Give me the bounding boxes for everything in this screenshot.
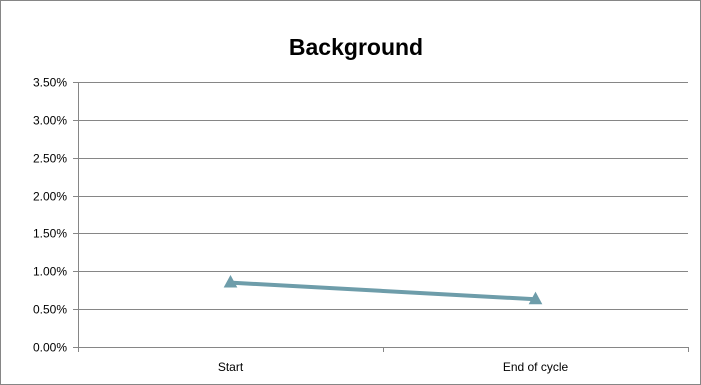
series-line-0	[228, 280, 538, 302]
y-tick-label: 0.00%	[33, 341, 67, 355]
y-tick-label: 1.50%	[33, 227, 67, 241]
x-axis-tick-labels: Start End of cycle	[218, 360, 569, 374]
y-axis-tick-labels: 0.00% 0.50% 1.00% 1.50% 2.00% 2.50% 3.00% 3.50%	[33, 76, 67, 355]
x-tick-label: Start	[218, 360, 244, 374]
data-point-triangle	[223, 274, 238, 288]
y-tick-label: 1.00%	[33, 265, 67, 279]
y-tick-label: 2.50%	[33, 152, 67, 166]
y-tick-label: 3.00%	[33, 114, 67, 128]
x-tick-label: End of cycle	[503, 360, 569, 374]
series-layer	[223, 274, 543, 305]
chart-title: Background	[289, 34, 423, 60]
y-tick-label: 0.50%	[33, 303, 67, 317]
axes	[73, 82, 689, 352]
gridlines	[78, 82, 688, 310]
data-point-triangle	[528, 291, 543, 305]
y-tick-label: 2.00%	[33, 190, 67, 204]
y-tick-label: 3.50%	[33, 76, 67, 90]
